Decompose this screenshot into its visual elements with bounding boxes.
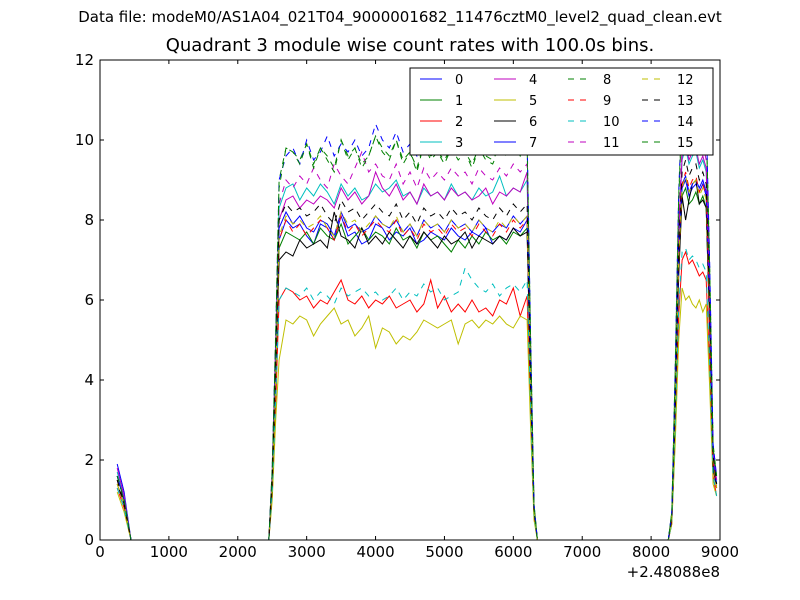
series-line-0 — [116, 178, 718, 540]
legend-label-7: 7 — [529, 136, 537, 151]
x-tick-label: 8000 — [632, 543, 670, 561]
legend-label-1: 1 — [455, 94, 463, 109]
y-tick-label: 10 — [75, 131, 94, 149]
x-tick-label: 0 — [95, 543, 105, 561]
legend-label-12: 12 — [677, 73, 694, 88]
series-line-7 — [116, 174, 718, 540]
legend-label-3: 3 — [455, 136, 463, 151]
x-offset-label: +2.48088e8 — [627, 563, 720, 581]
series-line-12 — [116, 175, 718, 540]
series-line-13 — [116, 159, 718, 540]
series-line-15 — [116, 99, 718, 540]
legend-label-6: 6 — [529, 115, 537, 130]
legend-label-14: 14 — [677, 115, 694, 130]
series-line-2 — [116, 250, 718, 540]
legend-label-13: 13 — [677, 94, 694, 109]
legend-label-5: 5 — [529, 94, 537, 109]
x-tick-label: 1000 — [150, 543, 188, 561]
x-tick-label: 6000 — [494, 543, 532, 561]
series-line-1 — [116, 186, 718, 540]
x-tick-label: 4000 — [356, 543, 394, 561]
legend-label-15: 15 — [677, 136, 694, 151]
series-line-6 — [116, 178, 718, 540]
x-tick-label: 2000 — [219, 543, 257, 561]
legend-label-4: 4 — [529, 73, 537, 88]
y-tick-label: 8 — [84, 211, 94, 229]
figure-suptitle: Data file: modeM0/AS1A04_021T04_90000016… — [78, 8, 722, 26]
legend-box — [409, 67, 714, 156]
series-line-8 — [116, 95, 718, 540]
series-line-9 — [116, 171, 718, 540]
y-tick-label: 2 — [84, 451, 94, 469]
series-line-5 — [116, 287, 718, 540]
legend-label-0: 0 — [455, 73, 463, 88]
x-tick-label: 9000 — [701, 543, 739, 561]
legend-label-11: 11 — [603, 136, 620, 151]
series-line-3 — [116, 147, 718, 540]
legend-label-10: 10 — [603, 115, 620, 130]
y-tick-label: 0 — [84, 531, 94, 549]
series-line-11 — [116, 134, 718, 540]
series-line-14 — [116, 91, 718, 540]
x-tick-label: 3000 — [288, 543, 326, 561]
x-tick-label: 5000 — [425, 543, 463, 561]
series-line-4 — [116, 143, 718, 540]
x-tick-label: 7000 — [563, 543, 601, 561]
series-group — [116, 91, 718, 540]
y-tick-label: 6 — [84, 291, 94, 309]
y-tick-label: 4 — [84, 371, 94, 389]
legend-label-2: 2 — [455, 115, 463, 130]
y-tick-label: 12 — [75, 51, 94, 69]
legend-label-9: 9 — [603, 94, 611, 109]
legend-label-8: 8 — [603, 73, 611, 88]
chart-title: Quadrant 3 module wise count rates with … — [165, 35, 655, 56]
series-line-10 — [116, 246, 718, 540]
